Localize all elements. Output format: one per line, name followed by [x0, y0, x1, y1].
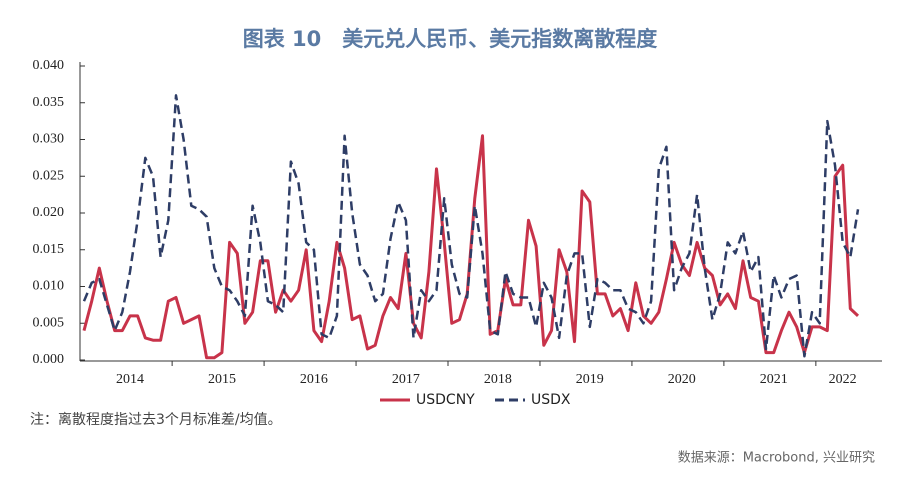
y-tick-label: 0.025 — [33, 168, 65, 183]
y-tick-label: 0.010 — [33, 279, 65, 294]
x-tick-label: 2016 — [300, 372, 328, 387]
legend-label: USDX — [531, 392, 571, 408]
y-tick-label: 0.040 — [33, 58, 65, 73]
y-tick-label: 0.020 — [33, 205, 65, 220]
y-tick-label: 0.035 — [33, 95, 65, 110]
x-tick-label: 2017 — [392, 372, 420, 387]
x-tick-label: 2021 — [760, 372, 788, 387]
series-line — [82, 94, 860, 358]
source: 数据来源：Macrobond, 兴业研究 — [678, 451, 875, 466]
x-tick-label: 2018 — [484, 372, 512, 387]
legend-label: USDCNY — [416, 392, 475, 408]
y-tick-label: 0.000 — [33, 352, 65, 367]
chart-title: 图表 10 美元兑人民币、美元指数离散程度 — [243, 27, 658, 51]
x-tick-label: 2015 — [208, 372, 236, 387]
x-tick-label: 2014 — [116, 372, 144, 387]
note: 注：离散程度指过去3个月标准差/均值。 — [30, 411, 282, 428]
y-tick-label: 0.005 — [33, 315, 65, 330]
x-tick-label: 2022 — [829, 372, 857, 387]
x-tick-label: 2020 — [668, 372, 696, 387]
x-tick-label: 2019 — [576, 372, 604, 387]
y-tick-label: 0.030 — [33, 132, 65, 147]
y-tick-label: 0.015 — [33, 242, 65, 257]
series-line — [82, 134, 860, 360]
